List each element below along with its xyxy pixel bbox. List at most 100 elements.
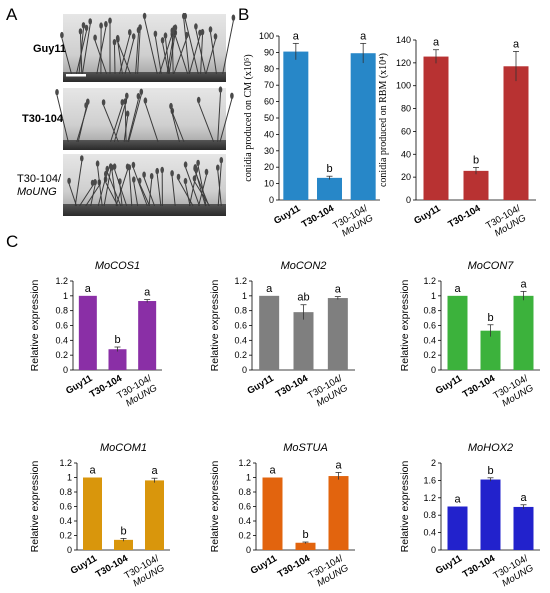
bar [447, 506, 468, 550]
y-tick-label: 0.8 [423, 510, 436, 520]
x-tick-label-text: Guy11 [412, 203, 443, 227]
x-tick-label: T30-104 [300, 203, 337, 231]
y-tick-label: 0.6 [234, 321, 247, 331]
x-tick-label-text: T30-104 [300, 203, 337, 231]
y-tick-label: 140 [396, 35, 411, 45]
y-tick-label: 0.2 [423, 350, 436, 360]
x-tick-label: T30-104/MoUNG [306, 373, 350, 409]
significance-letter: b [326, 163, 332, 175]
y-tick-label: 10 [264, 179, 274, 189]
bar [480, 479, 501, 550]
y-tick-label: 80 [401, 104, 411, 114]
bar [513, 506, 534, 550]
x-tick-label-text: Guy11 [249, 553, 280, 577]
chart-conidia-rbm: 0 20 40 60 80 100 120 140 conidia produced on RB… [378, 35, 536, 239]
bar [350, 53, 376, 200]
y-tick-label: 1.2 [234, 276, 247, 286]
bar [317, 177, 342, 200]
x-tick-label: T30-104/MoUNG [492, 553, 536, 589]
significance-letter: a [85, 283, 92, 295]
x-tick-label: Guy11 [412, 203, 443, 227]
y-axis-title: conidia produced on RBM (x10⁴) [378, 53, 389, 187]
x-tick-label: T30-104/MoUNG [331, 203, 375, 239]
y-tick-label: 0.6 [55, 321, 68, 331]
y-tick-label: 0 [67, 545, 72, 555]
y-tick-label: 1.2 [59, 458, 72, 468]
y-tick-label: 0.2 [238, 531, 251, 541]
significance-letter: b [487, 465, 493, 477]
y-tick-label: 1.2 [423, 276, 436, 286]
significance-letter: a [266, 283, 273, 295]
bar [259, 295, 280, 370]
y-tick-label: 0.2 [59, 531, 72, 541]
y-tick-label: 90 [264, 47, 274, 57]
significance-letter: a [89, 465, 96, 477]
x-tick-label-text: T30-104 [274, 373, 311, 401]
bar [295, 542, 316, 550]
chart-mocos1: 0 0.2 0.4 0.6 0.8 1 1.2 Relative expression MoCO… [29, 260, 162, 409]
y-tick-label: 0 [431, 365, 436, 375]
y-tick-label: 0.2 [234, 350, 247, 360]
y-tick-label: 0.8 [59, 487, 72, 497]
y-axis-title: Relative expression [209, 280, 221, 372]
panel-letter-c: C [6, 232, 18, 251]
y-tick-label: 0 [431, 545, 436, 555]
significance-letter: ab [297, 292, 309, 304]
micrograph-label-guy11: Guy11 [33, 43, 66, 55]
y-tick-label: 0 [242, 365, 247, 375]
chart-mostua: 0 0.2 0.4 0.6 0.8 1 1.2 Relative expression MoST… [209, 442, 355, 589]
significance-letter: a [335, 284, 342, 296]
x-tick-label: T30-104/MoUNG [115, 373, 159, 409]
x-tick-label: Guy11 [245, 373, 276, 397]
y-tick-label: 1 [242, 291, 247, 301]
bar [480, 330, 501, 370]
significance-letter: a [144, 287, 151, 299]
chart-mocon7: 0 0.2 0.4 0.6 0.8 1 1.2 Relative expression MoCO… [399, 260, 540, 409]
x-tick-label-text: Guy11 [245, 373, 276, 397]
bar [423, 56, 449, 201]
x-tick-label-text: T30-104 [446, 203, 483, 231]
y-tick-label: 0.2 [55, 350, 68, 360]
y-tick-label: 0 [63, 365, 68, 375]
y-tick-label: 100 [396, 81, 411, 91]
y-tick-label: 1 [67, 473, 72, 483]
y-tick-label: 60 [264, 97, 274, 107]
bar [83, 477, 102, 550]
significance-letter: b [114, 334, 120, 346]
y-tick-label: 120 [396, 58, 411, 68]
y-tick-label: 0.6 [59, 502, 72, 512]
significance-letter: a [335, 459, 342, 471]
x-tick-label: T30-104 [274, 373, 311, 401]
bar [293, 312, 314, 370]
x-tick-label: Guy11 [434, 373, 465, 397]
bar [78, 295, 97, 370]
significance-letter: a [454, 283, 461, 295]
y-axis-title: Relative expression [29, 461, 41, 553]
bar [447, 295, 468, 370]
y-tick-label: 0.8 [423, 306, 436, 316]
y-tick-label: 40 [264, 129, 274, 139]
chart-title: MoSTUA [283, 442, 328, 454]
bar [463, 170, 489, 200]
micrograph-label-t30-104: T30-104 [22, 113, 64, 125]
y-tick-label: 0.6 [423, 321, 436, 331]
x-tick-label: T30-104 [461, 373, 498, 401]
chart-title: MoCOS1 [95, 260, 140, 272]
y-tick-label: 0.4 [59, 516, 72, 526]
y-tick-label: 1.2 [55, 276, 68, 286]
x-tick-label: Guy11 [249, 553, 280, 577]
x-tick-label-text: T30-104 [461, 553, 498, 581]
bar [262, 477, 283, 550]
x-tick-label: T30-104/MoUNG [484, 203, 528, 239]
x-tick-label: T30-104/MoUNG [307, 553, 351, 589]
significance-letter: a [151, 465, 158, 477]
y-tick-label: 0 [406, 195, 411, 205]
x-tick-label-text: T30-104 [461, 373, 498, 401]
micrograph-label-strain: T30-104/ [17, 173, 62, 185]
chart-title: MoCON7 [468, 260, 515, 272]
y-axis-title: Relative expression [29, 280, 41, 372]
y-tick-label: 0.4 [238, 516, 251, 526]
bar [138, 301, 157, 370]
significance-letter: a [433, 37, 440, 49]
